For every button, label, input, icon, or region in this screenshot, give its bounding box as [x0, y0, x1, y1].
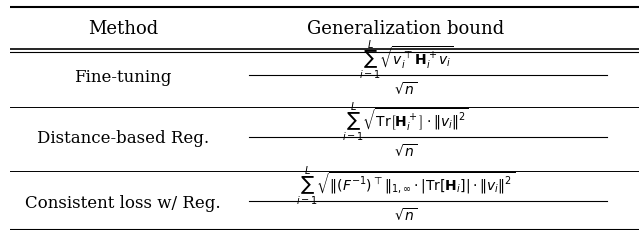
- Text: $\sqrt{n}$: $\sqrt{n}$: [394, 206, 417, 223]
- Text: $\sqrt{n}$: $\sqrt{n}$: [394, 143, 417, 159]
- Text: $\sqrt{n}$: $\sqrt{n}$: [394, 81, 417, 98]
- Text: Fine-tuning: Fine-tuning: [74, 68, 172, 85]
- Text: Distance-based Reg.: Distance-based Reg.: [37, 130, 209, 147]
- Text: $\sum_{i=1}^{L} \sqrt{\mathrm{Tr}\left[\mathbf{H}_i^+\right] \cdot \|v_i\|^2}$: $\sum_{i=1}^{L} \sqrt{\mathrm{Tr}\left[\…: [342, 99, 470, 143]
- Text: $\sum_{i=1}^{L} \sqrt{\|(F^{-1})^\top\|_{1,\infty} \cdot |\mathrm{Tr}[\mathbf{H}: $\sum_{i=1}^{L} \sqrt{\|(F^{-1})^\top\|_…: [296, 163, 516, 207]
- Text: Consistent loss w/ Reg.: Consistent loss w/ Reg.: [25, 194, 221, 211]
- Text: $\sum_{i=1}^{L} \sqrt{v_i^\top \mathbf{H}_i^+ v_i}$: $\sum_{i=1}^{L} \sqrt{v_i^\top \mathbf{H…: [359, 38, 453, 82]
- Text: Generalization bound: Generalization bound: [307, 20, 504, 38]
- Text: Method: Method: [88, 20, 158, 38]
